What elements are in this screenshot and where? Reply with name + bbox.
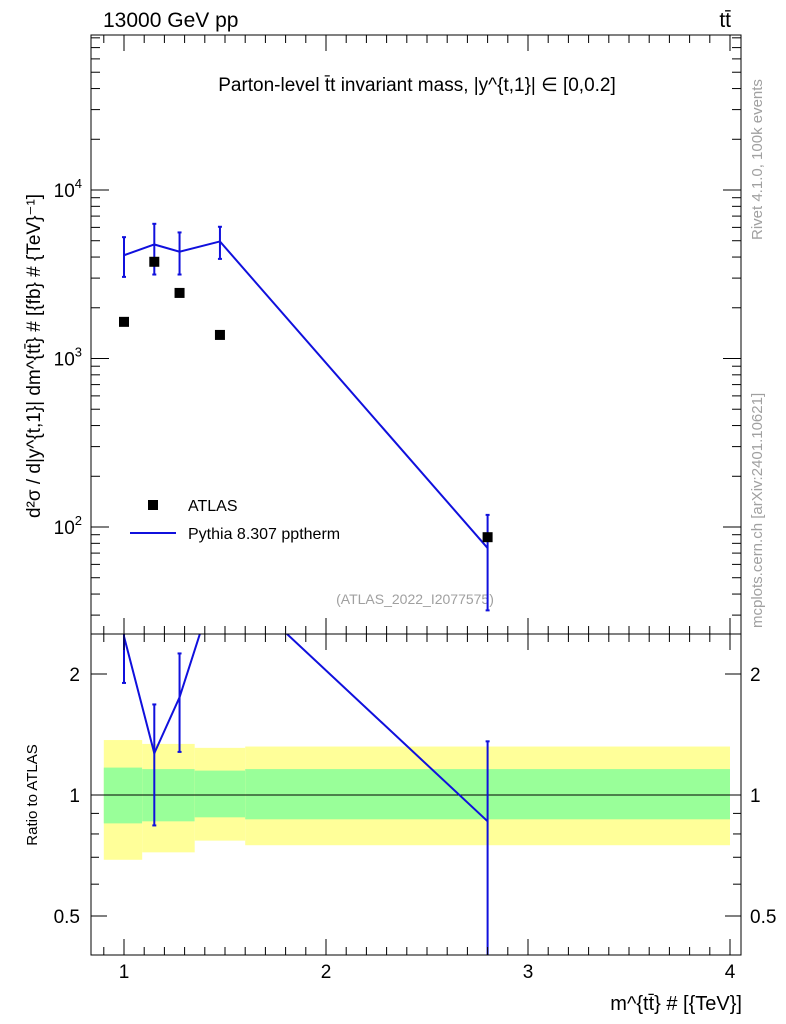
ratio-axis-label: Ratio to ATLAS xyxy=(24,744,41,845)
ratio-tick-label-right: 1 xyxy=(750,786,761,807)
process-label: tt̄ xyxy=(719,9,731,32)
chart-title: Parton-level t̄t invariant mass, |y^{t,1… xyxy=(218,75,616,96)
rivet-label: Rivet 4.1.0, 100k events xyxy=(749,79,766,240)
data-point xyxy=(149,256,160,267)
data-point xyxy=(174,287,185,298)
ratio-tick-label-left: 0.5 xyxy=(54,907,80,928)
main-plot-panel: Parton-level t̄t invariant mass, |y^{t,1… xyxy=(24,34,742,635)
ratio-tick-label-right: 0.5 xyxy=(750,907,776,928)
main-frame xyxy=(90,34,742,635)
mc-line xyxy=(123,240,489,549)
x-tick-label: 3 xyxy=(523,962,534,983)
data-point xyxy=(482,532,493,543)
ratio-plot-panel: 0.5 0.5 1 1 2 2 1 2 3 4 Ratio to ATLAS xyxy=(24,633,776,983)
ratio-tick-label-right: 2 xyxy=(750,665,761,686)
legend: ATLAS Pythia 8.307 pptherm xyxy=(130,498,340,543)
chart-title-text: Parton-level t̄t invariant mass, |y^{t,1… xyxy=(218,75,616,96)
mcplots-label: mcplots.cern.ch [arXiv:2401.10621] xyxy=(749,393,766,628)
energy-label: 13000 GeV pp xyxy=(103,9,238,32)
x-tick-label: 4 xyxy=(725,962,736,983)
y-tick-label: 102 xyxy=(54,513,82,539)
x-axis-label: m^{tt̄} # [{TeV}] xyxy=(610,993,742,1015)
data-point xyxy=(119,316,129,327)
ratio-tick-label-left: 1 xyxy=(69,786,80,807)
uncertainty-band-inner xyxy=(194,770,246,818)
legend-label-atlas: ATLAS xyxy=(188,498,238,515)
data-point xyxy=(214,329,225,340)
x-tick-label: 1 xyxy=(119,962,130,983)
legend-marker-atlas xyxy=(148,500,158,510)
y-axis-label: d²σ / d|y^{t,1}| dm^{tt̄} # [{fb} # {TeV… xyxy=(24,194,45,518)
y-tick-label: 104 xyxy=(54,176,82,202)
y-tick-label: 103 xyxy=(54,345,82,371)
ratio-tick-label-left: 2 xyxy=(69,665,80,686)
analysis-label: (ATLAS_2022_I2077575) xyxy=(336,591,494,607)
x-tick-label: 2 xyxy=(321,962,332,983)
legend-label-pythia: Pythia 8.307 pptherm xyxy=(188,526,340,543)
